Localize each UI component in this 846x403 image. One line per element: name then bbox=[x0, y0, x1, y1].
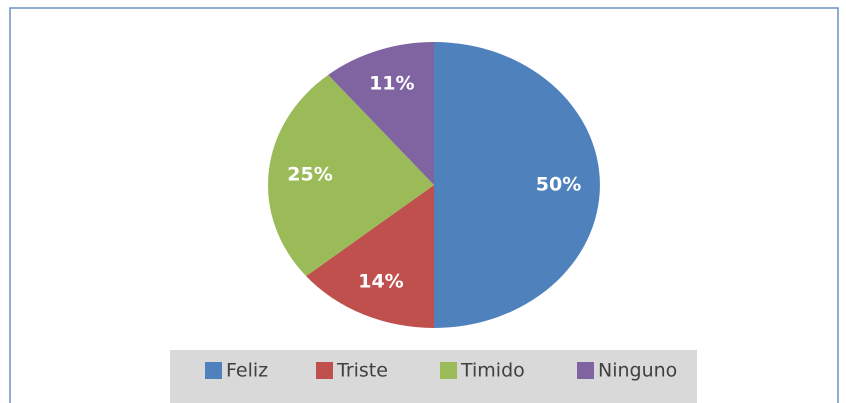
legend-swatch bbox=[577, 362, 594, 379]
legend-swatch bbox=[440, 362, 457, 379]
legend-swatch bbox=[205, 362, 222, 379]
legend-label: Feliz bbox=[226, 360, 268, 382]
data-label: 25% bbox=[287, 163, 332, 185]
pie-slice bbox=[434, 42, 600, 328]
data-label: 50% bbox=[536, 174, 581, 196]
legend-label: Timido bbox=[460, 360, 525, 382]
pie-slice bbox=[267, 74, 434, 277]
legend-label: Triste bbox=[336, 360, 388, 382]
data-label: 11% bbox=[369, 73, 414, 95]
legend-box bbox=[170, 350, 697, 403]
pie-slice bbox=[328, 42, 434, 185]
data-label: 14% bbox=[358, 271, 403, 293]
legend-label: Ninguno bbox=[598, 360, 677, 382]
pie-slice bbox=[306, 185, 434, 328]
legend-swatch bbox=[316, 362, 333, 379]
